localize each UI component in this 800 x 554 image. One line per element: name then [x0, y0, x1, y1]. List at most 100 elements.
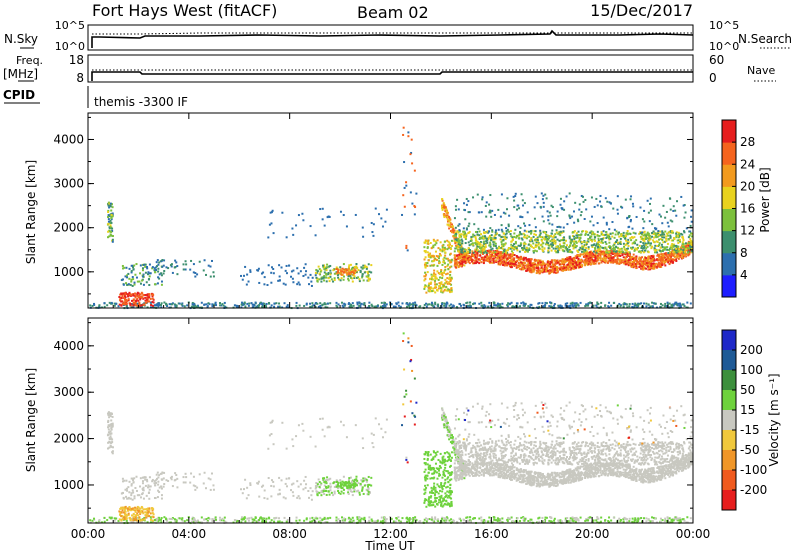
- power-point: [587, 238, 590, 241]
- power-point: [449, 270, 452, 273]
- power-point: [270, 211, 273, 214]
- velocity-point: [220, 519, 223, 522]
- power-point: [618, 253, 621, 256]
- power-point: [451, 231, 454, 234]
- power-point: [442, 258, 445, 261]
- power-point: [446, 239, 449, 242]
- power-point: [368, 277, 371, 280]
- power-point: [170, 265, 173, 268]
- power-point: [103, 302, 106, 305]
- power-point: [347, 271, 350, 274]
- power-point: [551, 241, 554, 244]
- power-point: [550, 249, 553, 252]
- power-point: [434, 243, 437, 246]
- power-point: [661, 304, 664, 307]
- power-point: [560, 305, 563, 308]
- power-point: [240, 306, 243, 309]
- power-point: [561, 269, 564, 272]
- power-point: [443, 288, 446, 291]
- power-point: [563, 208, 566, 211]
- power-point: [574, 236, 577, 239]
- power-point: [481, 256, 484, 259]
- power-point: [442, 283, 445, 286]
- power-point: [123, 295, 126, 298]
- power-point: [665, 210, 668, 213]
- power-point: [489, 227, 492, 230]
- power-point: [255, 306, 258, 309]
- power-point: [679, 250, 682, 253]
- power-point: [159, 304, 162, 307]
- power-point: [597, 250, 600, 253]
- power-point: [677, 253, 680, 256]
- power-point: [175, 305, 178, 308]
- power-point: [658, 255, 661, 258]
- power-point: [436, 264, 439, 267]
- power-point: [170, 263, 173, 266]
- power-point: [609, 261, 612, 264]
- power-point: [449, 273, 452, 276]
- power-point: [547, 235, 550, 238]
- power-point: [665, 252, 668, 255]
- power-point: [183, 305, 186, 308]
- power-point: [158, 273, 161, 276]
- power-point: [144, 301, 147, 304]
- power-point: [542, 230, 545, 233]
- velocity-point: [564, 519, 567, 522]
- power-point: [456, 261, 459, 264]
- power-point: [579, 236, 582, 239]
- velocity-point: [219, 519, 222, 522]
- power-point: [402, 126, 405, 129]
- power-point: [483, 304, 486, 307]
- power-point: [585, 247, 588, 250]
- power-point: [650, 257, 653, 260]
- power-point: [571, 301, 574, 304]
- power-point: [130, 280, 133, 283]
- power-point: [434, 276, 437, 279]
- power-point: [666, 246, 669, 249]
- power-point: [579, 253, 582, 256]
- power-point: [316, 270, 319, 273]
- power-point: [426, 262, 429, 265]
- power-point: [403, 161, 406, 164]
- power-point: [608, 301, 611, 304]
- power-point: [488, 260, 491, 263]
- power-point: [245, 283, 248, 286]
- power-point: [654, 265, 657, 268]
- power-point: [600, 261, 603, 264]
- power-point: [681, 303, 684, 306]
- power-point: [483, 247, 486, 250]
- power-point: [580, 194, 583, 197]
- power-point: [543, 266, 546, 269]
- power-point: [357, 276, 360, 279]
- power-point: [149, 301, 152, 304]
- power-point: [646, 231, 649, 234]
- power-point: [129, 303, 132, 306]
- power-point: [308, 283, 311, 286]
- power-point: [684, 246, 687, 249]
- power-point: [604, 246, 607, 249]
- power-point: [646, 264, 649, 267]
- power-point: [516, 208, 519, 211]
- power-point: [384, 302, 387, 305]
- power-point: [482, 237, 485, 240]
- power-point: [571, 263, 574, 266]
- power-point: [541, 305, 544, 308]
- power-point: [643, 245, 646, 248]
- power-point: [517, 244, 520, 247]
- velocity-point: [516, 517, 519, 520]
- power-point: [641, 260, 644, 263]
- power-point: [140, 304, 143, 307]
- power-point: [502, 238, 505, 241]
- power-point: [452, 231, 455, 234]
- power-point: [148, 284, 151, 287]
- power-point: [244, 265, 247, 268]
- power-point: [571, 240, 574, 243]
- power-point: [328, 265, 331, 268]
- power-point: [642, 268, 645, 271]
- power-point: [186, 304, 189, 307]
- power-point: [459, 254, 462, 257]
- power-point: [616, 246, 619, 249]
- power-point: [672, 250, 675, 253]
- power-point: [158, 277, 161, 280]
- power-point: [599, 200, 602, 203]
